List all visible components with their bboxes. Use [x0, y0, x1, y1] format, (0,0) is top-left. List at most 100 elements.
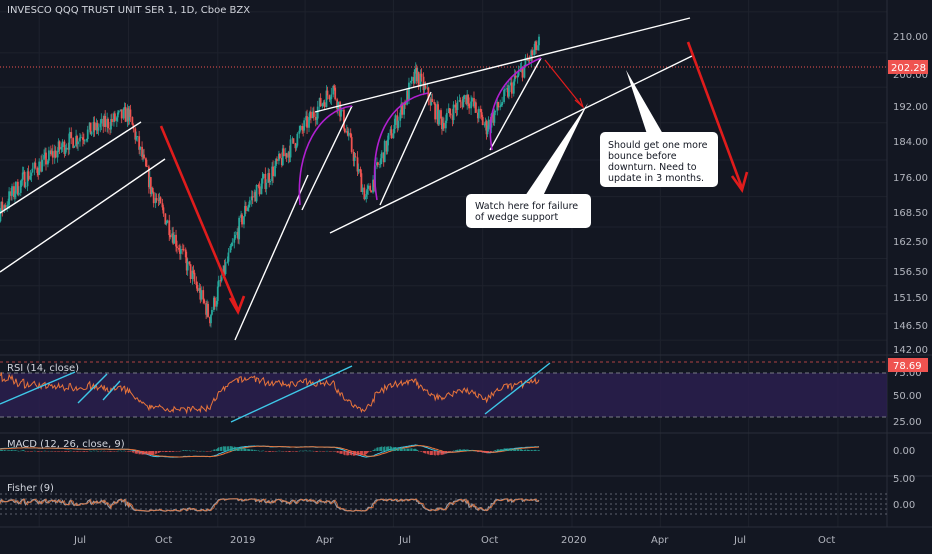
macd-histogram-bar — [443, 451, 445, 455]
candle-body — [271, 166, 274, 181]
macd-histogram-bar — [352, 451, 355, 456]
candle-body — [278, 153, 281, 159]
macd-histogram-bar — [291, 451, 294, 452]
candle-body — [111, 119, 113, 122]
macd-histogram-bar — [254, 450, 257, 451]
macd-histogram-bar — [249, 449, 251, 451]
macd-histogram-bar — [285, 451, 288, 452]
candle-body — [48, 150, 50, 161]
macd-histogram-bar — [440, 451, 442, 455]
rsi-trend-2[interactable] — [77, 373, 108, 404]
candle-body — [31, 168, 34, 173]
macd-histogram-bar — [54, 451, 57, 452]
rsi-trend-4[interactable] — [230, 365, 353, 423]
candle-body — [462, 99, 465, 108]
callout-bounce-line-3: downturn. Need to — [608, 162, 697, 173]
candle-body — [246, 207, 249, 211]
macd-histogram-bar — [276, 450, 278, 452]
price-axis[interactable]: 210.00 200.00 192.00 184.00 176.00 168.5… — [893, 32, 928, 356]
rsi-trend-5[interactable] — [484, 362, 551, 415]
candle-body — [206, 303, 208, 315]
candle-body — [82, 139, 85, 141]
callout-wedge-line-1: Watch here for failure — [475, 201, 578, 212]
candle-body — [207, 303, 209, 317]
macd-histogram-bar — [483, 451, 486, 453]
arc-3[interactable] — [489, 57, 542, 151]
macd-histogram-bar — [1, 450, 4, 451]
candle-body — [326, 90, 329, 96]
arrow-fall-2018[interactable] — [159, 125, 240, 311]
candle-body — [211, 309, 213, 315]
rally-line-3[interactable] — [379, 91, 432, 206]
arc-1[interactable] — [298, 105, 353, 206]
rsi-trend-1[interactable] — [0, 371, 76, 405]
candle-body — [195, 281, 198, 285]
rsi-axis[interactable]: 75.00 50.00 25.00 — [893, 368, 922, 428]
candle-body — [465, 95, 468, 105]
candle-body — [168, 220, 171, 236]
candle-body — [202, 290, 205, 300]
symbol-title: INVESCO QQQ TRUST UNIT SER 1, 1D, Cboe B… — [7, 5, 250, 16]
macd-histogram-bar — [87, 451, 89, 452]
macd-histogram-bar — [18, 450, 20, 452]
candle-body — [96, 122, 99, 131]
macd-histogram-bar — [265, 451, 267, 452]
candle-body — [382, 152, 385, 163]
arc-2[interactable] — [373, 92, 429, 201]
candle-body — [440, 110, 442, 119]
macd-histogram-bar — [116, 451, 118, 452]
candle-body — [219, 280, 222, 282]
macd-histogram-bar — [501, 449, 503, 451]
rsi-trend-3[interactable] — [102, 380, 121, 401]
candles[interactable] — [0, 34, 540, 328]
candle-body — [456, 101, 459, 111]
macd-histogram-bar — [157, 451, 160, 453]
macd-histogram-bar — [400, 447, 402, 451]
arc-drawings[interactable] — [298, 57, 542, 206]
rally-line-2[interactable] — [301, 105, 353, 211]
candle-body — [321, 103, 324, 107]
macd-histogram-bar — [419, 451, 422, 452]
callout-wedge-box[interactable] — [466, 194, 591, 228]
candle-body — [146, 166, 148, 168]
macd-histogram-bar — [6, 450, 8, 451]
macd-histogram-bar — [207, 451, 209, 452]
macd-histogram-bar — [272, 451, 274, 452]
macd-histogram-bar — [360, 451, 363, 456]
macd-histogram-bar — [414, 448, 416, 451]
candle-body — [104, 115, 107, 127]
macd-histogram-bar — [319, 451, 322, 452]
macd-histogram-bar — [11, 449, 13, 451]
arrow-small[interactable] — [544, 59, 585, 109]
macd-histogram-bar — [456, 449, 459, 451]
channel-2018-lower[interactable] — [0, 158, 166, 273]
rsi-trend-lines[interactable] — [0, 362, 551, 423]
time-axis[interactable]: Jul Oct 2019 Apr Jul Oct 2020 Apr Jul Oc… — [73, 535, 835, 546]
rally-line-1[interactable] — [234, 174, 309, 341]
rally-line-4[interactable] — [489, 57, 542, 151]
candle-body — [34, 162, 37, 168]
candle-body — [459, 100, 462, 102]
candle-body — [272, 166, 274, 177]
macd-histogram-bar — [316, 451, 318, 452]
last-price-tag — [888, 60, 928, 74]
candle-body — [427, 87, 430, 100]
candle-body — [500, 105, 503, 107]
time-label: Jul — [733, 535, 746, 546]
candle-body — [76, 136, 78, 145]
macd-histogram-bar — [416, 450, 419, 451]
macd-histogram-bar — [220, 446, 223, 451]
macd-histogram-bar — [465, 449, 467, 451]
macd-histogram-bar — [148, 451, 150, 455]
channel-2018-upper[interactable] — [0, 121, 142, 214]
wedge-resistance[interactable] — [314, 17, 691, 113]
callout-bounce-box[interactable] — [600, 132, 718, 187]
candle-body — [289, 139, 292, 158]
candle-body — [255, 185, 258, 202]
arrow-drawings[interactable] — [159, 41, 749, 316]
candle-body — [251, 196, 254, 198]
arrow-forecast[interactable] — [686, 41, 744, 189]
macd-histogram-bar — [23, 450, 26, 452]
